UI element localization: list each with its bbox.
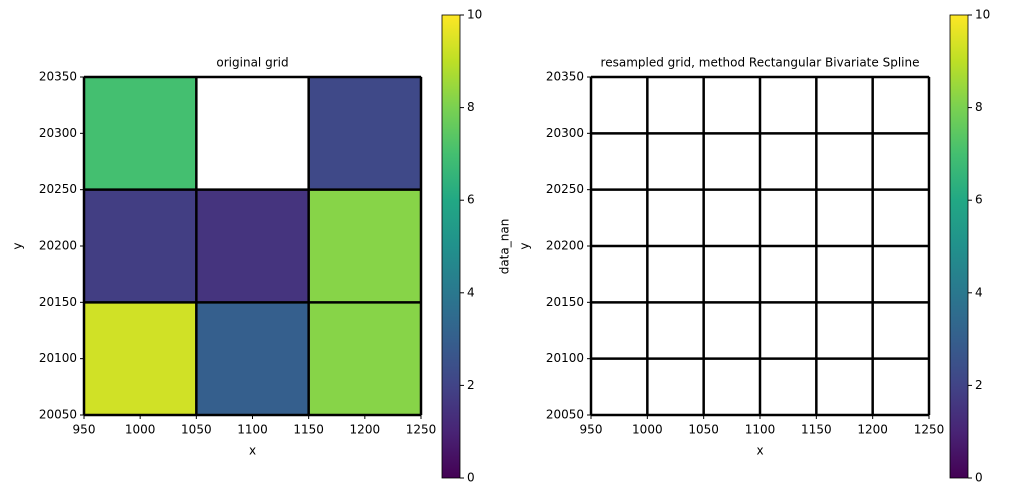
chart-title: resampled grid, method Rectangular Bivar… <box>601 56 920 70</box>
y-axis-label: y <box>11 242 25 249</box>
cell <box>308 189 421 303</box>
y-tick-label: 20150 <box>39 295 77 309</box>
y-tick-label: 20200 <box>546 239 584 253</box>
colorbar-tick-label: 0 <box>467 471 475 485</box>
colorbar-label: data_nan <box>498 219 512 275</box>
y-tick-label: 20200 <box>39 239 77 253</box>
colorbar-tick-label: 0 <box>975 471 983 485</box>
y-tick-label: 20150 <box>546 295 584 309</box>
colorbar-tick-label: 2 <box>975 378 983 392</box>
colorbar-tick-label: 4 <box>467 285 475 299</box>
colorbar <box>949 14 969 479</box>
y-tick-label: 20250 <box>39 182 77 196</box>
cell <box>196 302 309 415</box>
y-tick-label: 20350 <box>39 70 77 84</box>
x-tick-label: 1250 <box>914 423 945 437</box>
y-tick-label: 20100 <box>39 351 77 365</box>
colorbar-tick-label: 8 <box>467 100 475 114</box>
chart-title: original grid <box>216 56 288 70</box>
cell <box>308 77 421 190</box>
x-axis-label: x <box>756 444 763 458</box>
colorbar-tick-label: 6 <box>467 193 475 207</box>
x-tick-label: 1200 <box>857 423 888 437</box>
x-tick-label: 1100 <box>237 423 268 437</box>
colorbar-tick-label: 2 <box>467 378 475 392</box>
colorbar-tick-label: 8 <box>975 100 983 114</box>
colorbar-tick-label: 10 <box>975 8 990 22</box>
x-tick-label: 1250 <box>406 423 437 437</box>
cell <box>84 189 197 303</box>
y-tick-label: 20100 <box>546 351 584 365</box>
y-tick-label: 20250 <box>546 182 584 196</box>
x-tick-label: 950 <box>580 423 603 437</box>
y-tick-label: 20300 <box>546 126 584 140</box>
x-tick-label: 1200 <box>350 423 381 437</box>
colorbar-tick-label: 6 <box>975 193 983 207</box>
x-tick-label: 1150 <box>293 423 324 437</box>
x-tick-label: 1000 <box>632 423 663 437</box>
y-tick-label: 20300 <box>39 126 77 140</box>
x-tick-label: 1150 <box>801 423 832 437</box>
colorbar-tick-label: 4 <box>975 285 983 299</box>
cell <box>84 77 197 190</box>
y-axis-label: y <box>518 242 532 249</box>
y-tick-label: 20350 <box>546 70 584 84</box>
y-tick-label: 20050 <box>546 408 584 422</box>
x-tick-label: 1000 <box>125 423 156 437</box>
y-tick-label: 20050 <box>39 408 77 422</box>
x-tick-label: 1050 <box>181 423 212 437</box>
cell <box>84 302 197 415</box>
x-tick-label: 950 <box>73 423 96 437</box>
cell <box>196 189 309 303</box>
x-tick-label: 1100 <box>745 423 776 437</box>
x-tick-label: 1050 <box>688 423 719 437</box>
x-axis-label: x <box>249 444 256 458</box>
cell <box>308 302 421 415</box>
colorbar <box>441 14 461 479</box>
colorbar-tick-label: 10 <box>467 8 482 22</box>
